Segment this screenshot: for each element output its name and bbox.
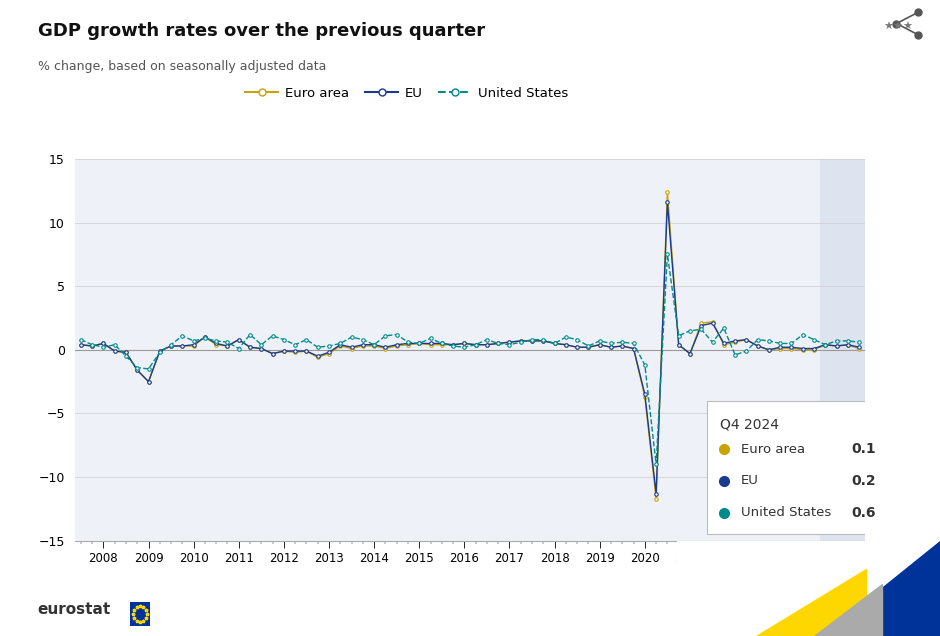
EU <box>402 340 414 347</box>
Legend: Euro area, EU, United States: Euro area, EU, United States <box>241 81 573 105</box>
Text: eurostat: eurostat <box>38 602 111 617</box>
Euro area <box>312 354 323 361</box>
Bar <box>820 159 865 541</box>
United States <box>402 338 414 346</box>
United States <box>763 337 775 345</box>
United States <box>662 251 673 258</box>
EU <box>256 345 267 352</box>
United States <box>504 341 515 349</box>
Polygon shape <box>756 569 867 636</box>
Text: % change, based on seasonally adjusted data: % change, based on seasonally adjusted d… <box>38 60 326 73</box>
Text: 0.6: 0.6 <box>852 506 876 520</box>
Polygon shape <box>822 541 940 636</box>
Text: Q4 2024: Q4 2024 <box>720 417 779 431</box>
EU <box>504 338 515 346</box>
Euro area <box>662 188 673 196</box>
United States <box>854 338 865 346</box>
Euro area <box>402 341 414 349</box>
Text: ★★★: ★★★ <box>884 22 914 32</box>
Text: 0.2: 0.2 <box>852 474 876 488</box>
Line: United States: United States <box>79 252 861 466</box>
United States <box>312 343 323 351</box>
United States <box>75 336 86 343</box>
Euro area <box>75 341 86 349</box>
Text: GDP growth rates over the previous quarter: GDP growth rates over the previous quart… <box>38 22 485 40</box>
United States <box>256 341 267 349</box>
Euro area <box>650 495 662 502</box>
Euro area <box>177 342 188 350</box>
EU <box>650 490 662 497</box>
EU <box>312 352 323 360</box>
Line: Euro area: Euro area <box>79 190 861 501</box>
Euro area <box>504 338 515 346</box>
Euro area <box>763 346 775 354</box>
EU <box>763 346 775 354</box>
Euro area <box>256 345 267 352</box>
Text: United States: United States <box>741 506 831 519</box>
FancyBboxPatch shape <box>707 401 887 534</box>
EU <box>75 341 86 349</box>
United States <box>177 332 188 340</box>
Text: 0.1: 0.1 <box>852 442 876 456</box>
Line: EU: EU <box>79 200 861 495</box>
EU <box>177 342 188 350</box>
EU <box>662 198 673 206</box>
Polygon shape <box>814 584 882 636</box>
Text: Euro area: Euro area <box>741 443 805 455</box>
Text: EU: EU <box>741 474 759 487</box>
EU <box>854 343 865 351</box>
United States <box>650 460 662 468</box>
Euro area <box>854 345 865 352</box>
